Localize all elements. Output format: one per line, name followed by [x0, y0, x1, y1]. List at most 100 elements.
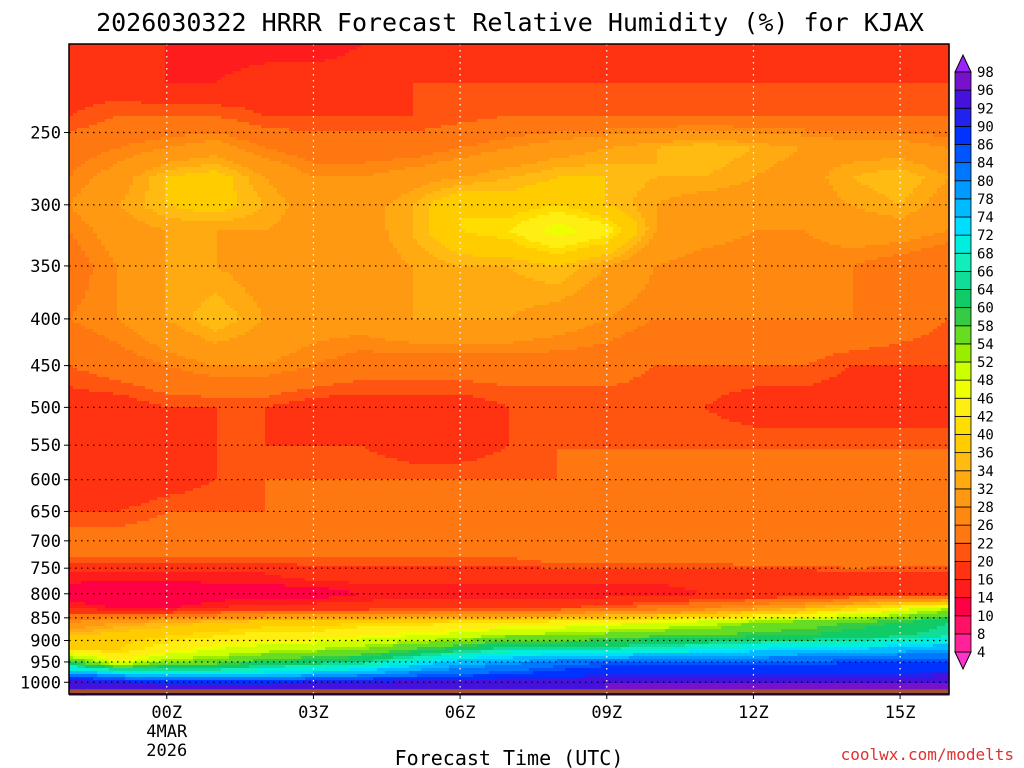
field-cell: [925, 176, 950, 180]
field-cell: [621, 245, 634, 249]
field-cell: [621, 254, 634, 258]
colorbar-bin: [954, 307, 972, 327]
field-cell: [413, 209, 430, 213]
field-cell: [85, 293, 118, 297]
axes: 2503003504004505005506006507007508008509…: [20, 43, 950, 761]
colorbar-label: 84: [977, 156, 994, 172]
field-cell: [217, 419, 266, 423]
x-tick-label: 03Z: [298, 703, 329, 723]
field-cell: [149, 179, 166, 183]
credit-link[interactable]: coolwx.com/modelts: [841, 745, 1014, 764]
field-cell: [589, 638, 642, 642]
colorbar-bin: [954, 216, 972, 236]
field-cell: [69, 188, 82, 192]
field-cell: [425, 194, 450, 198]
field-cell: [413, 299, 562, 303]
field-cell: [413, 92, 950, 96]
field-cell: [389, 233, 414, 237]
field-cell: [585, 611, 682, 615]
field-cell: [221, 611, 430, 615]
field-cell: [97, 173, 142, 177]
field-cell: [617, 383, 814, 387]
field-cell: [177, 353, 290, 357]
field-cell: [429, 641, 486, 645]
field-cell: [797, 611, 818, 615]
field-cell: [509, 425, 754, 429]
field-cell: [569, 623, 622, 627]
field-cell: [69, 566, 542, 570]
x-tick-label: 09Z: [591, 703, 622, 723]
field-cell: [185, 356, 282, 360]
field-cell: [149, 185, 166, 189]
field-cell: [941, 617, 950, 621]
field-cell: [705, 404, 950, 408]
field-cell: [281, 392, 730, 396]
field-cell: [625, 212, 642, 216]
field-cell: [149, 518, 950, 522]
field-cell: [89, 125, 262, 129]
field-cell: [853, 296, 950, 300]
field-cell: [165, 65, 250, 69]
field-cell: [213, 341, 218, 345]
field-cell: [217, 254, 402, 258]
field-cell: [229, 629, 326, 633]
field-cell: [69, 224, 90, 228]
y-tick-label: 400: [30, 310, 61, 330]
field-cell: [933, 194, 950, 198]
field-cell: [233, 182, 250, 186]
field-cell: [373, 173, 478, 177]
field-cell: [733, 239, 822, 243]
field-cell: [69, 365, 74, 369]
field-cell: [657, 221, 950, 225]
field-cell: [237, 137, 506, 141]
field-cell: [169, 494, 266, 498]
field-cell: [69, 401, 150, 405]
field-cell: [397, 632, 450, 636]
field-cell: [377, 452, 494, 456]
field-cell: [541, 566, 842, 570]
field-cell: [69, 236, 74, 240]
field-cell: [93, 230, 166, 234]
field-cell: [117, 290, 166, 294]
field-cell: [417, 200, 434, 204]
field-cell: [117, 287, 166, 291]
field-cell: [513, 314, 614, 318]
field-cell: [793, 152, 950, 156]
field-cell: [537, 215, 578, 219]
field-cell: [69, 77, 166, 81]
field-cell: [489, 629, 610, 633]
field-cell: [605, 614, 658, 618]
field-cell: [69, 479, 214, 483]
field-cell: [753, 425, 950, 429]
field-cell: [69, 131, 558, 135]
field-cell: [849, 203, 926, 207]
field-cell: [89, 224, 150, 228]
field-cell: [125, 677, 306, 681]
field-cell: [577, 329, 634, 333]
field-cell: [245, 149, 278, 153]
field-cell: [497, 236, 526, 240]
field-cell: [165, 62, 266, 66]
field-cell: [69, 503, 142, 507]
field-cell: [389, 230, 414, 234]
field-cell: [101, 242, 166, 246]
field-cell: [649, 179, 750, 183]
field-cell: [69, 293, 86, 297]
field-cell: [677, 257, 878, 261]
field-cell: [413, 272, 518, 276]
field-cell: [81, 299, 118, 303]
field-cell: [93, 104, 222, 108]
field-cell: [413, 206, 430, 210]
field-cell: [945, 623, 950, 627]
field-cell: [541, 206, 570, 210]
field-cell: [465, 230, 510, 234]
field-cell: [245, 215, 282, 219]
field-cell: [793, 620, 878, 624]
field-cell: [129, 212, 158, 216]
field-cell: [217, 257, 402, 261]
field-cell: [165, 68, 242, 72]
field-cell: [117, 302, 166, 306]
field-cell: [113, 671, 266, 675]
field-cell: [217, 473, 558, 477]
field-cell: [69, 404, 162, 408]
